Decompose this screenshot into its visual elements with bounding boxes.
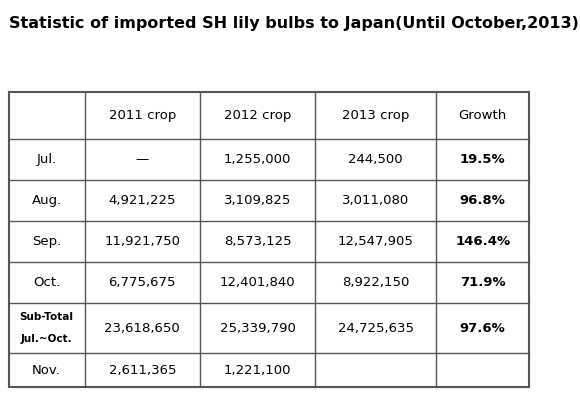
Text: 2,611,365: 2,611,365	[108, 364, 176, 377]
Text: —: —	[136, 153, 149, 166]
Text: 3,011,080: 3,011,080	[342, 194, 409, 207]
Text: 6,775,675: 6,775,675	[108, 276, 176, 289]
Text: 19.5%: 19.5%	[460, 153, 506, 166]
Text: 244,500: 244,500	[349, 153, 403, 166]
Text: 97.6%: 97.6%	[460, 322, 506, 335]
Text: 8,922,150: 8,922,150	[342, 276, 409, 289]
Text: 12,547,905: 12,547,905	[338, 235, 414, 248]
Text: Jul.: Jul.	[37, 153, 57, 166]
Text: Aug.: Aug.	[31, 194, 62, 207]
Text: Sub-Total: Sub-Total	[20, 312, 74, 322]
Text: 12,401,840: 12,401,840	[220, 276, 295, 289]
Bar	[9, 92, 529, 387]
Text: 96.8%: 96.8%	[460, 194, 506, 207]
Text: Jul.~Oct.: Jul.~Oct.	[21, 334, 72, 344]
Text: 24,725,635: 24,725,635	[338, 322, 414, 335]
Text: Growth: Growth	[459, 109, 507, 122]
Text: 3,109,825: 3,109,825	[224, 194, 291, 207]
Text: 2013 crop: 2013 crop	[342, 109, 409, 122]
Text: 8,573,125: 8,573,125	[224, 235, 292, 248]
Text: Oct.: Oct.	[33, 276, 60, 289]
Text: Statistic of imported SH lily bulbs to Japan(Until October,2013): Statistic of imported SH lily bulbs to J…	[9, 16, 579, 31]
Text: 4,921,225: 4,921,225	[108, 194, 176, 207]
Text: Nov.: Nov.	[32, 364, 61, 377]
Text: 25,339,790: 25,339,790	[220, 322, 296, 335]
Text: 71.9%: 71.9%	[460, 276, 506, 289]
Text: 1,221,100: 1,221,100	[224, 364, 291, 377]
Text: 1,255,000: 1,255,000	[224, 153, 291, 166]
Text: 23,618,650: 23,618,650	[104, 322, 180, 335]
Text: 2012 crop: 2012 crop	[224, 109, 291, 122]
Text: Sep.: Sep.	[32, 235, 61, 248]
Text: 11,921,750: 11,921,750	[104, 235, 180, 248]
Text: 146.4%: 146.4%	[455, 235, 510, 248]
Text: 2011 crop: 2011 crop	[108, 109, 176, 122]
